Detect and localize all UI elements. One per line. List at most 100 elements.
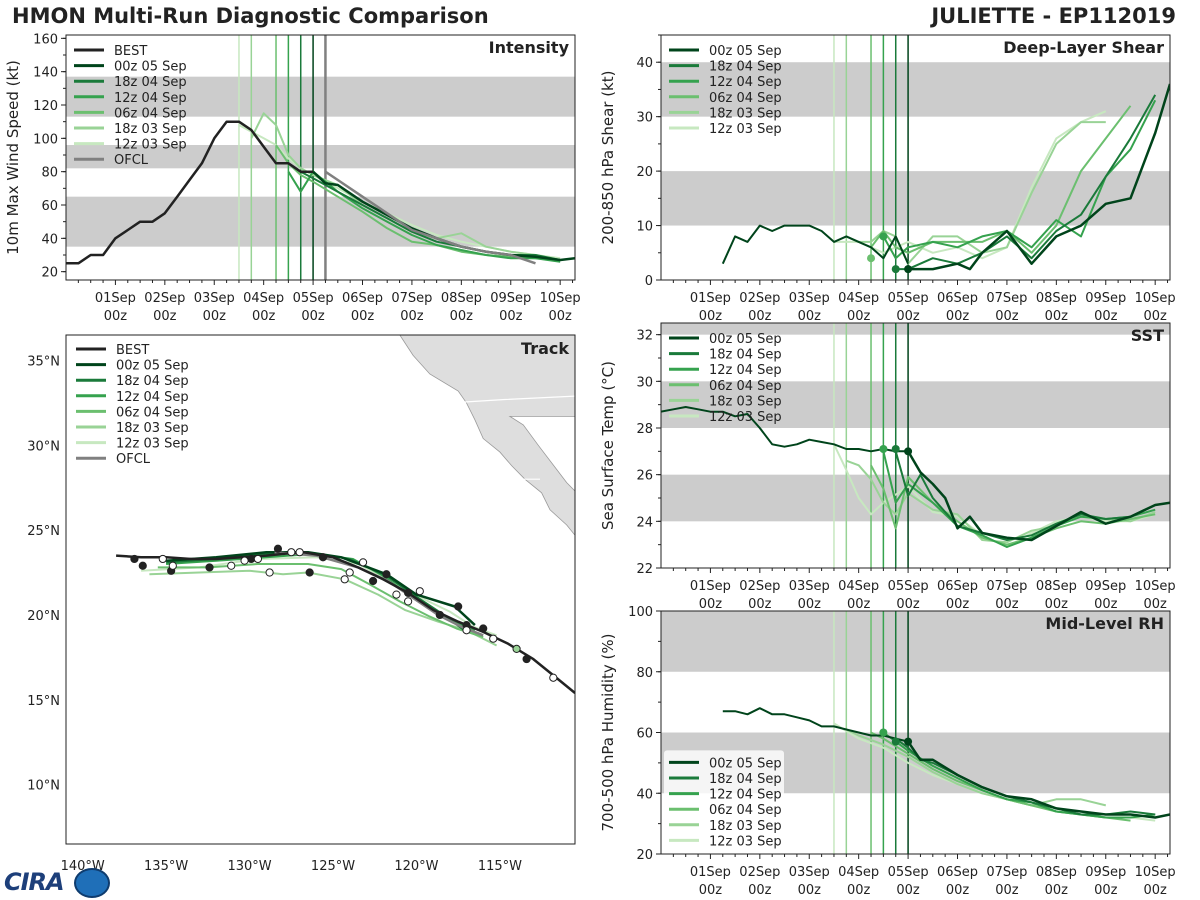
- figure-title: HMON Multi-Run Diagnostic Comparison: [12, 4, 489, 28]
- country-border: [464, 395, 575, 403]
- lat-tick-label: 15°N: [27, 694, 60, 709]
- y-tick-label: 20: [41, 266, 58, 281]
- x-tick-label: 08Sep: [1036, 865, 1077, 880]
- x-tick-label: 00z: [699, 883, 723, 898]
- track-point: [318, 553, 328, 562]
- track-point: [392, 590, 401, 599]
- legend-label: 12z 04 Sep: [116, 390, 189, 405]
- series-line-06z-04-sep: [870, 105, 1132, 254]
- panel-title: SST: [1131, 326, 1164, 345]
- x-tick-label: 01Sep: [95, 291, 136, 306]
- x-tick-label: 00z: [847, 309, 871, 324]
- track-point: [454, 602, 463, 611]
- y-tick-label: 32: [636, 329, 653, 344]
- legend-label: 18z 04 Sep: [116, 374, 189, 389]
- track-point: [382, 570, 391, 579]
- x-tick-label: 02Sep: [144, 291, 185, 306]
- x-tick-label: 00z: [203, 309, 227, 324]
- x-tick-label: 00z: [1045, 883, 1069, 898]
- x-tick-label: 00z: [1094, 883, 1118, 898]
- axes-frame: [660, 34, 1171, 281]
- y-tick-label: 160: [33, 32, 58, 47]
- y-axis-label: 700-500 hPa Humidity (%): [599, 633, 617, 831]
- init-marker: [891, 265, 900, 274]
- x-tick-label: 00z: [798, 309, 822, 324]
- x-tick-label: 00z: [995, 309, 1019, 324]
- x-tick-label: 09Sep: [1085, 865, 1126, 880]
- x-tick-label: 07Sep: [986, 865, 1027, 880]
- lon-tick-label: 135°W: [144, 859, 188, 874]
- track-point: [479, 624, 488, 633]
- x-tick-label: 00z: [946, 883, 970, 898]
- legend-label: 18z 03 Sep: [709, 819, 782, 834]
- y-tick-label: 80: [636, 666, 653, 681]
- legend-label: 18z 04 Sep: [114, 75, 187, 90]
- legend-label: 12z 04 Sep: [709, 788, 782, 803]
- track-point: [287, 548, 296, 557]
- series-line-best: [66, 120, 314, 265]
- x-tick-label: 04Sep: [838, 579, 879, 594]
- legend-label: 00z 05 Sep: [709, 44, 782, 59]
- panel-deep-layer-shear: 0 10 20 30 40 01Sep 00z 02Sep 00z 03Sep 00z 04Sep 00…: [599, 34, 1176, 324]
- x-tick-label: 00z: [995, 883, 1019, 898]
- x-tick-label: 10Sep: [1135, 291, 1176, 306]
- y-tick-label: 0: [645, 274, 653, 289]
- legend-label: 06z 04 Sep: [114, 106, 187, 121]
- track-point: [549, 673, 558, 682]
- legend-label: 12z 03 Sep: [116, 437, 189, 452]
- x-tick-label: 10Sep: [1135, 865, 1176, 880]
- series-group: [661, 406, 1170, 548]
- storm-id-title: JULIETTE - EP112019: [931, 4, 1176, 28]
- cira-logo: CIRA: [4, 866, 110, 898]
- legend-label: 06z 04 Sep: [709, 803, 782, 818]
- y-tick-label: 30: [636, 111, 653, 126]
- y-tick-label: 80: [41, 166, 58, 181]
- y-axis-label: Sea Surface Temp (°C): [599, 361, 617, 530]
- legend-label: 12z 04 Sep: [709, 363, 782, 378]
- x-tick-label: 03Sep: [789, 579, 830, 594]
- series-line-00z-05-sep: [908, 83, 1170, 271]
- series-line-00z-05-sep: [907, 450, 1170, 542]
- panel-mid-level-rh: 20 40 60 80 100 01Sep 00z 02Sep 00z 03Sep 00z 04Sep…: [599, 605, 1176, 898]
- x-tick-label: 03Sep: [194, 291, 235, 306]
- track-point: [265, 568, 274, 577]
- track-point: [240, 556, 249, 565]
- lat-tick-label: 25°N: [27, 524, 60, 539]
- grey-band: [66, 145, 575, 169]
- init-marker: [879, 445, 888, 453]
- track-point: [415, 587, 424, 596]
- y-tick-label: 26: [636, 469, 653, 484]
- init-marker: [904, 265, 913, 274]
- series-line-best: [721, 224, 910, 265]
- y-tick-label: 60: [41, 199, 58, 214]
- series-line-best: [722, 707, 909, 743]
- legend-label: BEST: [114, 44, 147, 59]
- x-tick-label: 01Sep: [690, 579, 731, 594]
- init-marker: [891, 737, 900, 746]
- series-line-best: [661, 406, 909, 453]
- x-tick-label: 00z: [946, 597, 970, 612]
- x-tick-label: 00z: [798, 883, 822, 898]
- x-tick-label: 06Sep: [937, 865, 978, 880]
- x-tick-label: 00z: [104, 309, 128, 324]
- x-tick-label: 00z: [995, 597, 1019, 612]
- x-tick-label: 00z: [1094, 309, 1118, 324]
- legend-label: 00z 05 Sep: [709, 756, 782, 771]
- legend-label: 18z 04 Sep: [709, 60, 782, 75]
- x-tick-label: 09Sep: [1085, 291, 1126, 306]
- x-tick-label: 00z: [699, 597, 723, 612]
- series-group: [722, 707, 1170, 822]
- track-point: [522, 654, 531, 664]
- legend-label: 00z 05 Sep: [114, 60, 187, 75]
- track-point: [435, 610, 444, 620]
- legend-label: 12z 03 Sep: [114, 138, 187, 153]
- panel-sst: 22 24 26 28 30 32 01Sep 00z 02Sep 00z 03Sep 00z 04Se…: [599, 322, 1176, 612]
- panel-title: Intensity: [489, 38, 570, 57]
- x-tick-label: 00z: [946, 309, 970, 324]
- x-tick-label: 01Sep: [690, 291, 731, 306]
- x-tick-label: 06Sep: [342, 291, 383, 306]
- track-point: [205, 563, 214, 572]
